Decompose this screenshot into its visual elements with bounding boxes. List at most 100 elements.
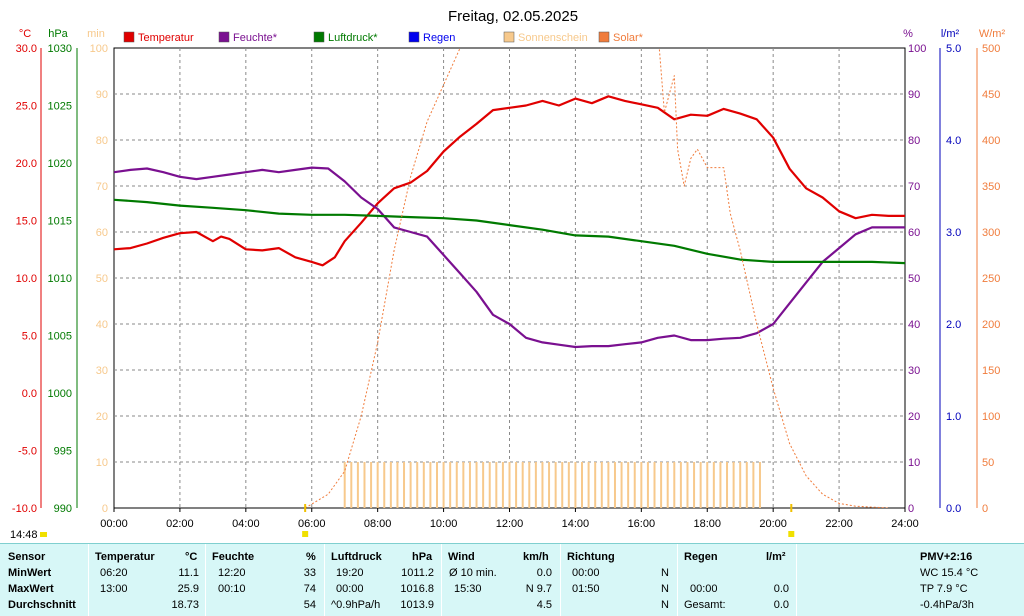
pressure-trend: ^0.9hPa/h (331, 599, 381, 611)
sunshine-unit-label: min (87, 28, 105, 40)
x-tick-label: 14:00 (562, 518, 590, 530)
solar-tick-label: 450 (982, 89, 1000, 101)
humidity-min-time: 12:20 (218, 567, 246, 579)
legend-swatch (218, 31, 230, 43)
pressure-unit: hPa (412, 551, 433, 563)
pressure-tick-label: 1020 (48, 158, 72, 170)
rain-tick-label: 4.0 (946, 135, 961, 147)
statistics-panel: Sensor MinWert MaxWert Durchschnitt Temp… (0, 543, 1024, 616)
pmv-header: PMV+2:16 (920, 551, 973, 563)
temp-tick-label: 15.0 (16, 216, 37, 228)
row-label-min: MinWert (8, 567, 52, 579)
legend-label: Solar* (613, 32, 644, 44)
legend-label: Feuchte* (233, 32, 278, 44)
humidity-tick-label: 60 (908, 227, 920, 239)
pressure-tick-label: 1015 (48, 216, 72, 228)
temp-max-time: 13:00 (100, 583, 128, 595)
x-tick-label: 02:00 (166, 518, 194, 530)
humidity-max-time: 00:10 (218, 583, 246, 595)
pressure-tick-label: 995 (54, 446, 72, 458)
sunshine-tick-label: 90 (96, 89, 108, 101)
direction-min-value: N (661, 567, 669, 579)
humidity-unit-label: % (903, 28, 913, 40)
wind-max-value: N 9.7 (525, 583, 552, 595)
pressure-unit-label: hPa (48, 28, 68, 40)
humidity-tick-label: 50 (908, 273, 920, 285)
direction-avg-value: N (661, 599, 669, 611)
solar-tick-label: 500 (982, 43, 1000, 55)
temp-tick-label: 20.0 (16, 158, 37, 170)
series-line-temp (114, 95, 905, 267)
temp-tick-label: 0.0 (22, 388, 37, 400)
rain-unit-label: l/m² (941, 28, 960, 40)
humidity-tick-label: 80 (908, 135, 920, 147)
rain-tick-label: 1.0 (946, 411, 961, 423)
humidity-tick-label: 70 (908, 181, 920, 193)
temp-avg-value: 18.73 (171, 599, 199, 611)
x-tick-label: 10:00 (430, 518, 458, 530)
humidity-tick-label: 100 (908, 43, 926, 55)
humidity-tick-label: 0 (908, 503, 914, 515)
pressure-tick-label: 1005 (48, 331, 72, 343)
windchill-value: WC 15.4 °C (920, 567, 979, 579)
sunshine-tick-label: 50 (96, 273, 108, 285)
series-line-humidity (114, 166, 905, 349)
wind-mean-value: 4.5 (536, 599, 552, 611)
direction-header: Richtung (567, 551, 615, 563)
solar-tick-label: 250 (982, 273, 1000, 285)
solar-tick-label: 50 (982, 457, 994, 469)
solar-tick-label: 300 (982, 227, 1000, 239)
humidity-avg-value: 54 (303, 599, 316, 611)
temperature-unit: °C (185, 551, 198, 563)
direction-max-value: N (661, 583, 669, 595)
temp-tick-label: 25.0 (16, 101, 37, 113)
temp-tick-label: -10.0 (12, 503, 37, 515)
sunshine-tick-label: 10 (96, 457, 108, 469)
rain-tick-label: 5.0 (946, 43, 961, 55)
wind-unit: km/h (523, 551, 549, 563)
pressure-header: Luftdruck (331, 551, 382, 563)
wind-header: Wind (448, 551, 475, 563)
humidity-tick-label: 20 (908, 411, 920, 423)
humidity-max-value: 74 (303, 583, 316, 595)
temp-tick-label: 10.0 (16, 273, 37, 285)
temp-max-value: 25.9 (177, 583, 199, 595)
humidity-tick-label: 30 (908, 365, 920, 377)
pressure-min-time: 19:20 (336, 567, 364, 579)
pressure-min-value: 1011.2 (401, 567, 434, 579)
x-tick-label: 06:00 (298, 518, 326, 530)
x-tick-label: 18:00 (693, 518, 721, 530)
rain-total-value: 0.0 (773, 599, 789, 611)
temp-tick-label: 5.0 (22, 331, 37, 343)
sunshine-tick-label: 60 (96, 227, 108, 239)
sunshine-tick-label: 40 (96, 319, 108, 331)
solar-tick-label: 150 (982, 365, 1000, 377)
direction-min-time: 00:00 (572, 567, 600, 579)
x-tick-label: 12:00 (496, 518, 524, 530)
x-tick-label: 04:00 (232, 518, 260, 530)
series-line-solar (304, 48, 889, 508)
wind-avg-value: 0.0 (536, 567, 552, 579)
pressure-tick-label: 1030 (48, 43, 72, 55)
sunshine-tick-label: 30 (96, 365, 108, 377)
solar-tick-label: 0 (982, 503, 988, 515)
legend-swatch (503, 31, 515, 43)
legend-label: Sonnenschein (518, 32, 588, 44)
pressure-avg-value: 1013.9 (400, 599, 434, 611)
temp-min-value: 11.1 (178, 567, 199, 579)
humidity-unit: % (306, 551, 316, 563)
sunshine-tick-label: 100 (90, 43, 108, 55)
rain-header: Regen (684, 551, 718, 563)
sunset-axis-marker-dot (788, 531, 795, 537)
solar-tick-label: 200 (982, 319, 1000, 331)
rain-max-value: 0.0 (773, 583, 789, 595)
sunshine-tick-label: 20 (96, 411, 108, 423)
legend-swatch (598, 31, 610, 43)
solar-tick-label: 400 (982, 135, 1000, 147)
solar-tick-label: 350 (982, 181, 1000, 193)
x-tick-label: 16:00 (628, 518, 656, 530)
legend-label: Regen (423, 32, 455, 44)
wind-avg-label: Ø 10 min. (449, 567, 497, 579)
humidity-tick-label: 90 (908, 89, 920, 101)
pressure-tendency-value: -0.4hPa/3h (920, 599, 974, 611)
